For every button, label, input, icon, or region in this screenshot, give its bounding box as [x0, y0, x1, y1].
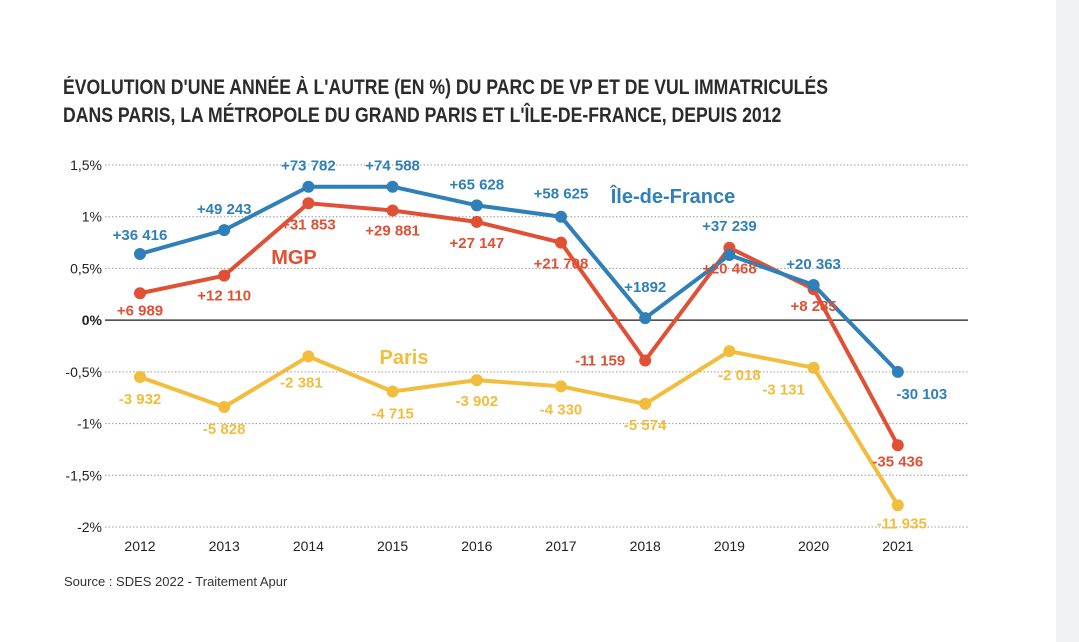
y-tick-label: 1%	[82, 209, 102, 225]
data-label: -2 018	[718, 367, 761, 384]
data-point	[386, 180, 399, 193]
data-labels: +36 416 +49 243 +73 782 +74 588 +65 628 +58 6…	[113, 158, 948, 533]
x-tick-label: 2013	[209, 538, 240, 554]
data-point	[891, 439, 904, 452]
data-point	[723, 345, 736, 358]
data-point	[302, 197, 315, 210]
data-point	[134, 287, 146, 300]
data-label: +49 243	[197, 201, 252, 218]
y-tick-label: 0%	[82, 312, 103, 328]
series-names: Île-de-France MGP Paris	[271, 184, 735, 369]
data-label: -3 932	[119, 391, 162, 408]
data-label: -11 159	[575, 352, 625, 369]
series-name-label: Île-de-France	[610, 184, 735, 208]
chart-title-line-2: DANS PARIS, LA MÉTROPOLE DU GRAND PARIS …	[63, 104, 782, 127]
data-point	[218, 269, 231, 282]
data-label: -35 436	[872, 453, 923, 470]
data-point	[386, 204, 399, 217]
x-tick-label: 2021	[882, 538, 913, 554]
data-point	[470, 374, 483, 387]
data-point	[639, 354, 652, 367]
y-tick-label: -1,5%	[65, 467, 102, 483]
data-point	[807, 361, 820, 374]
data-label: -11 935	[877, 515, 927, 532]
data-point	[302, 350, 315, 363]
data-label: +21 708	[534, 256, 589, 273]
x-tick-label: 2018	[630, 538, 661, 554]
data-point	[134, 371, 146, 384]
series-Paris	[134, 345, 904, 512]
data-point	[218, 401, 231, 414]
data-label: -30 103	[896, 386, 947, 403]
series-name-label: MGP	[271, 247, 317, 269]
data-label: -2 381	[280, 374, 323, 391]
data-point	[555, 236, 567, 249]
data-point	[302, 180, 315, 193]
data-label: +29 881	[365, 223, 420, 240]
data-label: +58 625	[534, 186, 589, 203]
x-tick-label: 2016	[461, 538, 492, 554]
data-point	[555, 210, 567, 223]
data-label: +1892	[624, 279, 666, 296]
data-point	[891, 365, 904, 378]
series-name-label: Paris	[380, 347, 429, 369]
data-point	[555, 380, 567, 393]
data-label: -5 828	[203, 421, 246, 438]
data-label: -5 574	[624, 417, 667, 434]
y-tick-label: 1,5%	[70, 157, 102, 173]
x-axis: 2012 2013 2014 2015 2016 2017 2018 2019 2020 2021	[124, 538, 913, 554]
data-label: -4 330	[540, 401, 583, 418]
data-point	[134, 247, 146, 260]
data-label: -4 715	[371, 406, 414, 423]
x-tick-label: 2020	[798, 538, 829, 554]
x-tick-label: 2015	[377, 538, 408, 554]
data-label: +31 853	[281, 216, 336, 233]
data-label: +27 147	[449, 235, 504, 252]
data-label: +36 416	[113, 227, 168, 244]
x-tick-label: 2017	[545, 538, 576, 554]
data-point	[891, 499, 904, 512]
side-strip	[1056, 0, 1079, 642]
data-label: +6 989	[117, 302, 163, 319]
series-line	[138, 349, 900, 508]
y-tick-label: -2%	[77, 519, 102, 535]
series-Île-de-France	[134, 180, 904, 378]
data-label: +65 628	[449, 176, 504, 193]
data-label: +20 468	[702, 261, 757, 278]
y-tick-label: -0,5%	[65, 364, 102, 380]
chart-title: ÉVOLUTION D'UNE ANNÉE À L'AUTRE (EN %) D…	[63, 74, 828, 130]
series-line	[138, 201, 900, 448]
data-point	[470, 199, 483, 212]
data-point	[470, 215, 483, 228]
data-label: +74 588	[365, 158, 420, 175]
x-tick-label: 2019	[714, 538, 745, 554]
x-tick-label: 2014	[293, 538, 324, 554]
data-point	[639, 397, 652, 410]
x-tick-label: 2012	[124, 538, 155, 554]
source-note: Source : SDES 2022 - Traitement Apur	[64, 574, 288, 589]
data-point	[218, 224, 231, 237]
series-MGP	[134, 197, 904, 452]
data-label: +73 782	[281, 158, 336, 175]
data-label: +12 110	[197, 288, 251, 305]
data-label: -3 131	[762, 382, 805, 399]
data-point	[639, 312, 652, 325]
y-tick-label: -1%	[77, 416, 102, 432]
data-point	[723, 248, 736, 261]
y-tick-label: 0,5%	[70, 260, 102, 276]
gridlines: 1,5% 1% 0,5% 0% -0,5% -1% -1,5% -2%	[65, 157, 968, 535]
data-label: +37 239	[702, 218, 757, 235]
data-label: +8 285	[790, 298, 836, 315]
data-point	[807, 278, 820, 291]
data-label: -3 902	[456, 393, 499, 410]
chart-title-line-1: ÉVOLUTION D'UNE ANNÉE À L'AUTRE (EN %) D…	[63, 76, 828, 99]
series-line	[138, 184, 900, 374]
data-label: +20 363	[786, 256, 841, 273]
data-point	[386, 385, 399, 398]
